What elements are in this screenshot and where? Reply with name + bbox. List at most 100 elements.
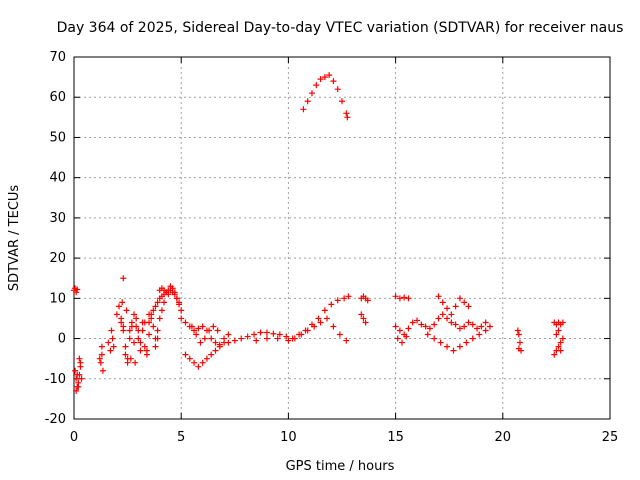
data-point [191,359,198,366]
data-point [165,291,172,298]
data-point [135,327,142,334]
series [358,293,371,326]
data-point [482,327,489,334]
plot-frame [73,56,611,420]
y-tick-label: 10 [49,291,66,306]
data-point [123,307,130,314]
data-point [182,351,189,358]
data-point [74,286,81,293]
series [253,315,350,344]
data-point [424,331,431,338]
series [300,72,351,121]
data-point [334,86,341,93]
data-point [99,367,106,374]
data-point [113,311,120,318]
data-point [225,331,232,338]
data-point [122,351,129,358]
data-point [141,343,148,350]
series [225,293,352,346]
data-point [154,299,161,306]
data-point [401,294,408,301]
data-point [304,327,311,334]
data-point [330,323,337,330]
data-point [486,323,493,330]
data-point [135,335,142,342]
data-point [343,110,350,117]
data-point [210,323,217,330]
data-point [358,311,365,318]
data-point [456,295,463,302]
x-tick-label: 20 [495,430,512,445]
series [71,285,81,296]
data-point [448,311,455,318]
x-tick-label: 5 [177,430,185,445]
data-point [452,321,459,328]
data-point [132,359,139,366]
data-point [139,319,146,326]
data-point [76,355,83,362]
data-point [456,343,463,350]
data-point [448,319,455,326]
data-point [274,335,281,342]
data-point [182,319,189,326]
series [72,355,85,394]
data-point [399,339,406,346]
y-axis-label: SDTVAR / TECUs [7,185,22,292]
data-point [396,295,403,302]
data-point [178,307,185,314]
data-point [515,345,522,352]
data-point [463,339,470,346]
data-point [203,355,210,362]
data-point [344,114,351,121]
data-point [128,323,135,330]
data-point [345,293,352,300]
data-point [122,343,129,350]
x-tick-label: 25 [602,430,619,445]
data-point [392,293,399,300]
data-point [173,295,180,302]
data-point [392,323,399,330]
data-point [263,335,270,342]
data-point [231,337,238,344]
data-point [474,325,481,332]
data-point [208,351,215,358]
data-point [469,321,476,328]
data-point [195,325,202,332]
y-tick-label: 0 [58,332,66,347]
data-point [199,323,206,330]
data-point [304,98,311,105]
data-point [176,299,183,306]
data-points [71,72,566,394]
data-point [559,335,566,342]
data-point [131,339,138,346]
y-tick-label: 40 [49,171,66,186]
data-point [116,303,123,310]
data-point [251,331,258,338]
data-point [360,315,367,322]
data-point [339,98,345,105]
data-point [197,339,204,346]
data-point [73,387,80,394]
data-point [127,355,134,362]
data-point [214,327,221,334]
data-point [124,359,131,366]
y-tick-label: -10 [45,372,66,387]
data-point [199,359,206,366]
data-point [152,303,159,310]
data-point [553,331,560,338]
data-point [403,333,410,340]
data-point [336,331,343,338]
data-point [75,383,82,390]
data-point [161,299,168,306]
series [113,275,161,366]
y-tick-label: -20 [45,412,66,427]
series [178,315,232,370]
data-point [77,359,84,366]
y-tick-label: 70 [49,50,66,65]
data-point [188,323,195,330]
data-point [317,319,324,326]
data-point [276,331,283,338]
data-point [193,331,200,338]
data-point [435,293,442,300]
data-point [461,299,468,306]
